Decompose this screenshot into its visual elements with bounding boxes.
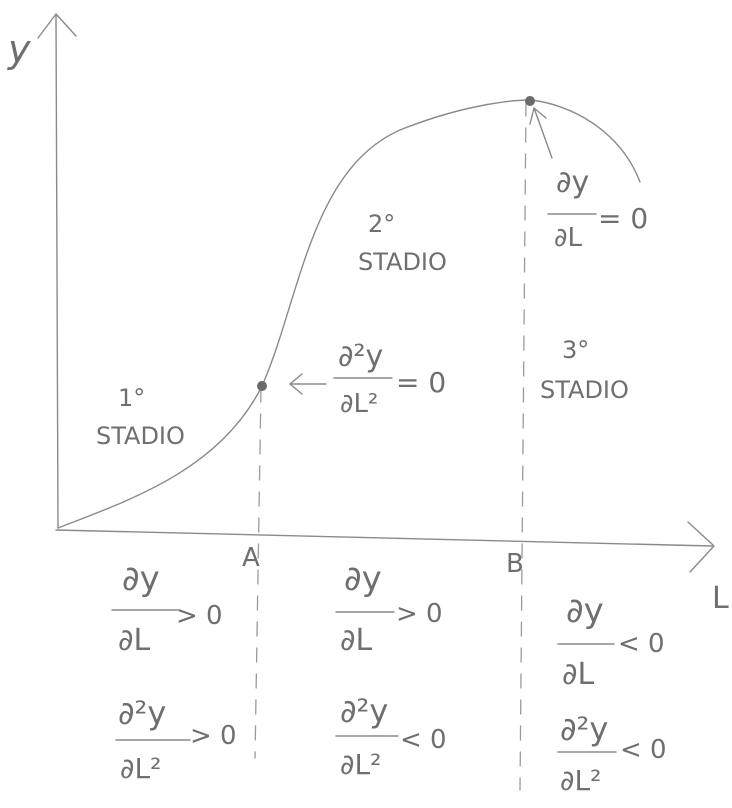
stage-2-second-relation: < 0 (400, 725, 447, 755)
stage-2-second-denominator: ∂L² (340, 748, 381, 781)
stage-3-ordinal: 3° (562, 336, 589, 364)
inflection-numerator: ∂²y (338, 339, 383, 374)
maximum-annotation: ∂y ∂L = 0 (529, 107, 648, 253)
stage-3-second-denominator: ∂L² (560, 764, 601, 797)
stage-3-second-derivative: ∂²y ∂L² < 0 (557, 710, 667, 797)
inflection-arrow (289, 373, 327, 395)
stage-1-first-relation: > 0 (176, 601, 223, 631)
maximum-point (525, 96, 535, 106)
stage-1-second-derivative: ∂²y ∂L² > 0 (115, 694, 237, 785)
stage-1-first-derivative: ∂y ∂L > 0 (111, 559, 223, 658)
maximum-denominator: ∂L (554, 223, 582, 253)
vertical-line-b (519, 101, 527, 791)
stage-3-second-relation: < 0 (620, 735, 667, 765)
x-axis (55, 521, 715, 573)
maximum-relation: = 0 (598, 202, 648, 235)
maximum-numerator: ∂y (556, 165, 589, 200)
stage-3-first-denominator: ∂L (562, 657, 595, 692)
inflection-denominator: ∂L² (340, 389, 378, 419)
point-b-label: B (506, 549, 524, 579)
stage-1-second-denominator: ∂L² (120, 752, 161, 785)
stage-2-first-denominator: ∂L (340, 623, 373, 658)
stage-3-word: STADIO (540, 376, 629, 404)
stage-1-first-denominator: ∂L (118, 623, 151, 658)
stage-2-first-relation: > 0 (396, 599, 443, 629)
stage-2-ordinal: 2° (368, 210, 395, 238)
stage-1-ordinal: 1° (118, 384, 145, 412)
stage-1-first-numerator: ∂y (122, 559, 160, 599)
stage-1-second-relation: > 0 (190, 721, 237, 751)
inflection-point (257, 381, 267, 391)
stage-2-label: 2° STADIO (358, 210, 447, 276)
point-a-label: A (242, 543, 260, 573)
stage-1-label: 1° STADIO (96, 384, 185, 450)
stage-3-first-derivative: ∂y ∂L < 0 (557, 591, 665, 692)
stage-3-second-numerator: ∂²y (560, 710, 608, 748)
total-product-curve (57, 99, 641, 529)
stage-3-first-numerator: ∂y (566, 591, 604, 631)
stage-1-word: STADIO (96, 422, 185, 450)
x-axis-label: L (712, 581, 729, 616)
maximum-arrow (529, 107, 553, 159)
stage-2-first-derivative: ∂y ∂L > 0 (335, 559, 443, 658)
inflection-relation: = 0 (396, 366, 446, 399)
stage-2-first-numerator: ∂y (344, 559, 382, 599)
stage-3-first-relation: < 0 (618, 629, 665, 659)
stage-2-word: STADIO (358, 248, 447, 276)
stage-2-second-derivative: ∂²y ∂L² < 0 (335, 692, 447, 781)
vertical-line-a (254, 387, 262, 759)
y-axis (37, 13, 77, 529)
y-axis-label: y (7, 27, 31, 71)
stage-2-second-numerator: ∂²y (340, 692, 388, 730)
stage-3-label: 3° STADIO (540, 336, 629, 404)
stage-1-second-numerator: ∂²y (118, 694, 166, 732)
inflection-annotation: ∂²y ∂L² = 0 (289, 339, 446, 419)
